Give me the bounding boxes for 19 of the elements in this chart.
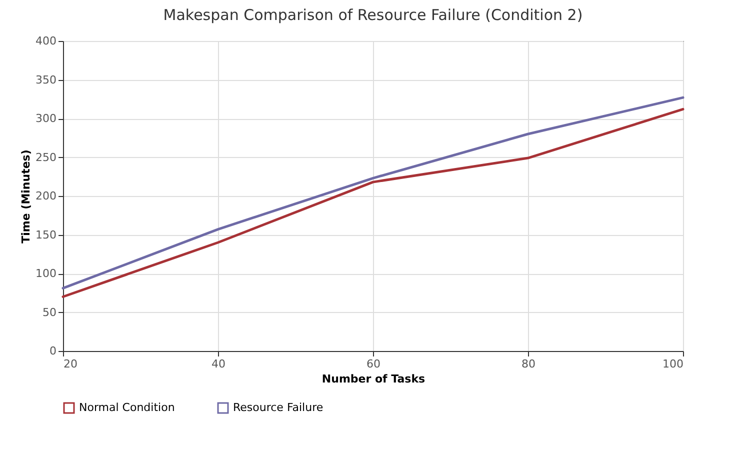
y-tick-label: 250 [36,150,56,164]
legend-label: Normal Condition [79,401,175,414]
y-tick-label: 0 [50,344,56,358]
x-tick-label: 100 [662,358,684,370]
legend-label: Resource Failure [233,401,324,414]
x-tick-label: 80 [522,358,536,370]
x-tick-label: 60 [366,358,380,370]
y-tick-label: 300 [36,112,56,125]
y-tick-label: 400 [36,34,56,48]
chart-title: Makespan Comparison of Resource Failure (Condition 2) [163,6,583,24]
x-axis-title: Number of Tasks [322,372,426,386]
y-tick-label: 350 [36,73,56,86]
y-tick-label: 100 [36,267,56,280]
x-tick-label: 40 [212,358,226,370]
y-tick-label: 200 [36,190,56,202]
x-tick-label: 20 [64,358,78,370]
y-axis-title: Time (Minutes) [20,150,33,244]
y-tick-label: 150 [36,228,56,242]
y-tick-label: 50 [42,306,56,319]
